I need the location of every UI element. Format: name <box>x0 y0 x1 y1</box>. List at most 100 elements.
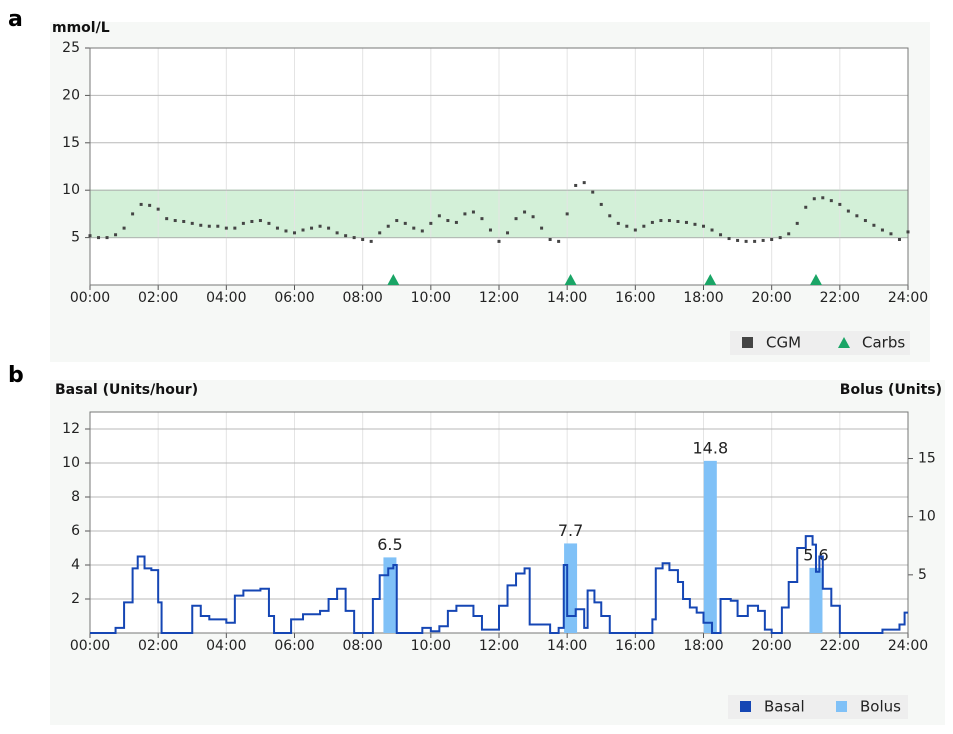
cgm-point <box>301 228 305 232</box>
x-tick-label: 16:00 <box>615 290 655 306</box>
cgm-point <box>591 190 595 194</box>
cgm-point <box>659 219 663 223</box>
cgm-point <box>293 231 296 235</box>
cgm-point <box>318 224 322 228</box>
cgm-point <box>719 233 723 237</box>
y-axis-label: Basal (Units/hour) <box>55 382 198 398</box>
y-tick-label: 25 <box>62 40 80 56</box>
cgm-point <box>267 221 271 225</box>
bolus-bar <box>564 543 578 633</box>
carb-marker <box>387 274 400 285</box>
cgm-point <box>795 221 799 225</box>
cgm-point <box>880 228 884 232</box>
bolus-bar <box>809 567 823 633</box>
y2-tick-label: 10 <box>918 509 936 525</box>
cgm-point <box>310 226 314 230</box>
y2-tick-label: 15 <box>918 451 936 467</box>
cgm-point <box>702 224 705 228</box>
bolus-bar <box>383 557 397 633</box>
x-tick-label: 22:00 <box>820 638 860 654</box>
cgm-point <box>471 210 475 214</box>
cgm-point <box>770 237 774 241</box>
cgm-point <box>710 228 714 232</box>
cgm-point <box>599 202 603 206</box>
cgm-point <box>454 220 458 224</box>
x-tick-label: 12:00 <box>479 638 519 654</box>
bolus-bar <box>703 460 717 633</box>
plot-frame <box>89 411 909 634</box>
x-tick-label: 06:00 <box>274 638 314 654</box>
cgm-point <box>761 238 765 242</box>
x-tick-label: 18:00 <box>683 290 723 306</box>
cgm-point <box>582 181 586 185</box>
cgm-point <box>829 199 833 203</box>
bolus-label: 14.8 <box>693 438 729 457</box>
cgm-point <box>846 209 850 213</box>
cgm-point <box>676 219 680 223</box>
cgm-point <box>224 226 228 230</box>
x-tick-label: 00:00 <box>70 290 110 306</box>
y-tick-label: 6 <box>71 523 80 539</box>
cgm-point <box>463 212 467 216</box>
x-tick-label: 08:00 <box>342 290 382 306</box>
x-tick-label: 02:00 <box>138 290 178 306</box>
cgm-point <box>156 207 160 211</box>
x-tick-label: 18:00 <box>683 638 723 654</box>
x-tick-label: 24:00 <box>888 638 928 654</box>
x-tick-label: 12:00 <box>479 290 519 306</box>
x-tick-label: 04:00 <box>206 638 246 654</box>
legend-swatch <box>742 337 753 348</box>
y-tick-label: 20 <box>62 87 80 103</box>
legend-label: Carbs <box>862 334 905 352</box>
y-tick-label: 8 <box>71 489 80 505</box>
cgm-point <box>608 214 612 218</box>
x-tick-label: 06:00 <box>274 290 314 306</box>
cgm-point <box>855 214 859 218</box>
cgm-point <box>275 226 279 230</box>
y-tick-label: 4 <box>71 557 80 573</box>
cgm-point <box>395 219 399 223</box>
basal-line <box>90 535 908 634</box>
cgm-point <box>514 217 518 221</box>
cgm-point <box>897 237 901 241</box>
x-tick-label: 08:00 <box>342 638 382 654</box>
cgm-point <box>787 232 791 236</box>
x-tick-label: 20:00 <box>751 638 791 654</box>
cgm-point <box>838 202 842 206</box>
x-tick-label: 14:00 <box>547 638 587 654</box>
x-tick-label: 16:00 <box>615 638 655 654</box>
y-tick-label: 10 <box>62 182 80 198</box>
cgm-point <box>148 203 152 207</box>
cgm-point <box>258 219 262 223</box>
cgm-point <box>182 219 186 223</box>
legend-swatch <box>740 701 751 712</box>
cgm-point <box>523 210 527 214</box>
plot-frame <box>89 47 909 286</box>
x-tick-label: 24:00 <box>888 290 928 306</box>
x-tick-label: 10:00 <box>411 638 451 654</box>
cgm-point <box>667 219 671 223</box>
legend-label: Bolus <box>860 698 901 716</box>
cgm-point <box>480 217 484 221</box>
cgm-point <box>804 205 808 209</box>
cgm-point <box>693 222 697 226</box>
cgm-point <box>429 221 433 225</box>
cgm-point <box>173 219 177 223</box>
cgm-point <box>812 197 816 201</box>
cgm-point <box>241 221 245 225</box>
cgm-point <box>821 196 825 200</box>
cgm-point <box>633 228 637 232</box>
x-tick-label: 00:00 <box>70 638 110 654</box>
bolus-label: 7.7 <box>558 521 583 540</box>
cgm-point <box>369 239 373 243</box>
cgm-point <box>114 233 118 237</box>
cgm-point <box>753 239 757 243</box>
cgm-point <box>105 236 109 240</box>
cgm-point <box>446 219 450 223</box>
cgm-point <box>872 223 876 227</box>
cgm-point <box>284 229 288 233</box>
cgm-point <box>616 221 620 225</box>
carb-marker <box>564 274 577 285</box>
cgm-point <box>736 238 740 242</box>
cgm-point <box>437 214 441 218</box>
